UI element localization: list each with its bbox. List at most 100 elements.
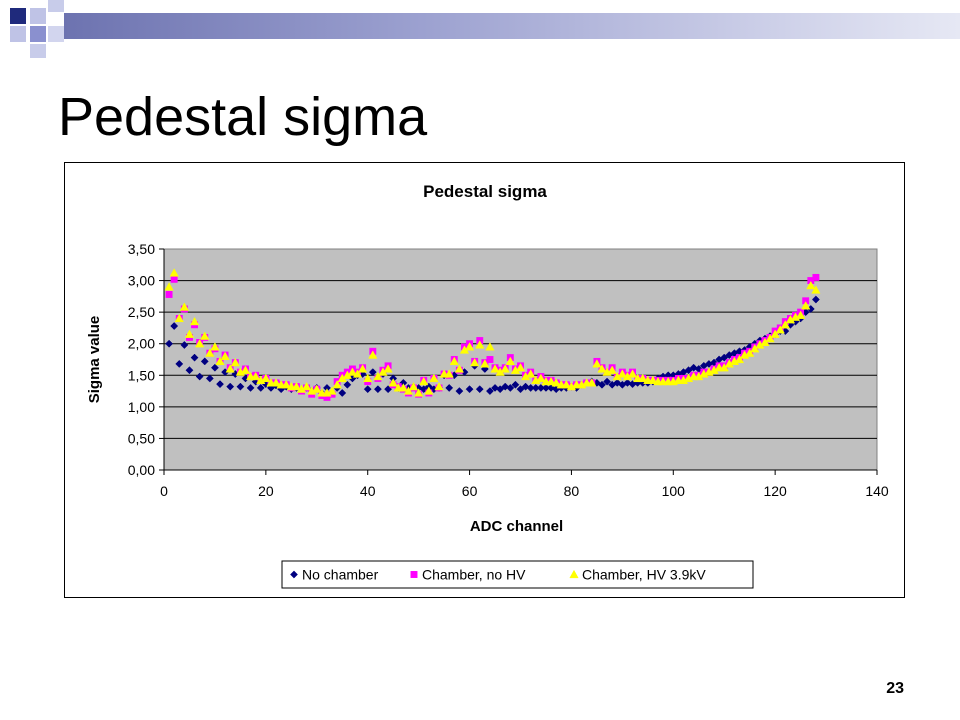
data-point-triangle [179,302,189,311]
data-point-diamond [547,383,556,392]
data-point-triangle [419,376,429,386]
data-point-triangle [500,364,510,373]
data-point-square [812,273,820,281]
data-point-square [170,275,178,283]
data-point-diamond [496,385,505,394]
data-point-triangle [291,381,302,391]
data-point-triangle [505,356,515,366]
x-axis-label: ADC channel [470,518,563,535]
data-point-triangle [215,356,225,366]
x-tick-label: 80 [564,483,580,499]
chart-frame: Pedestal sigma 0,00 0,50 1,00 1,50 2,00 2,50 3,… [64,162,905,598]
data-point-triangle [271,378,281,387]
data-point-triangle [373,371,383,381]
data-point-triangle [210,342,220,351]
data-point-triangle [546,376,556,386]
y-tick-label: 0,00 [128,462,155,478]
plot-area [163,248,878,471]
data-point-diamond [338,389,347,397]
header-gradient-bar [64,13,960,39]
data-point-triangle [434,381,444,391]
data-point-diamond [368,368,377,377]
data-point-triangle [745,348,755,357]
legend-label: Chamber, no HV [422,567,526,583]
data-point-triangle [795,310,806,319]
data-point-diamond [246,383,255,392]
data-point-triangle [617,369,627,378]
data-point-diamond [190,353,199,362]
x-tick-label: 100 [662,483,686,499]
legend-label: No chamber [302,567,379,583]
x-tick-label: 60 [462,483,478,499]
data-point-triangle [200,331,210,340]
data-point-triangle [597,364,607,373]
data-point-diamond [516,385,525,394]
y-tick-label: 3,50 [128,241,155,257]
data-point-triangle [464,342,475,351]
data-point-triangle [429,373,439,383]
header-square-mid-1 [30,26,46,42]
data-point-triangle [368,350,378,359]
data-point-triangle [403,386,414,395]
data-point-triangle [551,378,561,387]
data-point-triangle [536,373,546,383]
data-point-triangle [734,354,745,364]
header-square-light-1 [30,8,46,24]
data-point-diamond [256,383,265,392]
data-point-diamond [165,339,174,348]
data-point-triangle [327,386,337,395]
data-point-triangle [648,375,658,384]
data-point-triangle [444,369,454,378]
x-tick-label: 140 [865,483,889,499]
data-point-triangle [388,378,398,387]
data-point-triangle [383,364,393,373]
data-point-triangle [627,369,638,378]
header-square-light-5 [30,44,46,58]
data-point-triangle [561,380,571,389]
y-axis-label: Sigma value [86,316,103,404]
data-point-triangle [332,380,342,389]
data-point-triangle [281,380,291,389]
data-point-triangle [638,373,648,383]
data-point-triangle [801,301,811,310]
data-point-triangle [164,282,174,291]
data-point-triangle [480,359,490,368]
data-point-diamond [205,374,214,383]
data-point-diamond [170,322,179,330]
data-point-triangle [347,367,358,376]
data-point-triangle [775,325,785,334]
data-point-triangle [169,268,179,277]
data-point-triangle [592,359,602,368]
data-point-triangle [811,285,821,294]
data-point-triangle [490,364,500,373]
y-tick-label: 0,50 [128,430,155,446]
legend-marker [569,569,579,579]
data-point-square [486,356,494,363]
header-square-light-3 [48,0,64,12]
legend-label: Chamber, HV 3.9kV [582,567,706,583]
data-point-diamond [180,341,189,349]
data-point-triangle [454,364,465,373]
header-square-light-2 [10,26,26,42]
header-square-light-4 [48,26,64,42]
data-point-triangle [607,365,617,374]
data-point-triangle [398,383,408,392]
data-point-diamond [210,363,219,372]
data-point-diamond [445,383,454,392]
data-point-triangle [189,316,200,326]
data-point-triangle [205,348,215,357]
y-tick-label: 2,50 [128,304,155,320]
y-tick-label: 2,00 [128,336,155,352]
legend-box [281,560,754,589]
data-point-diamond [485,387,494,396]
data-point-square [165,291,173,298]
data-point-triangle [485,342,495,351]
data-point-diamond [465,385,474,394]
data-point-triangle [174,313,184,323]
data-point-triangle [357,364,368,373]
data-point-triangle [220,351,230,360]
data-point-triangle [424,386,434,395]
data-point-triangle [240,365,251,374]
data-point-diamond [598,380,606,389]
data-point-diamond [373,385,382,394]
